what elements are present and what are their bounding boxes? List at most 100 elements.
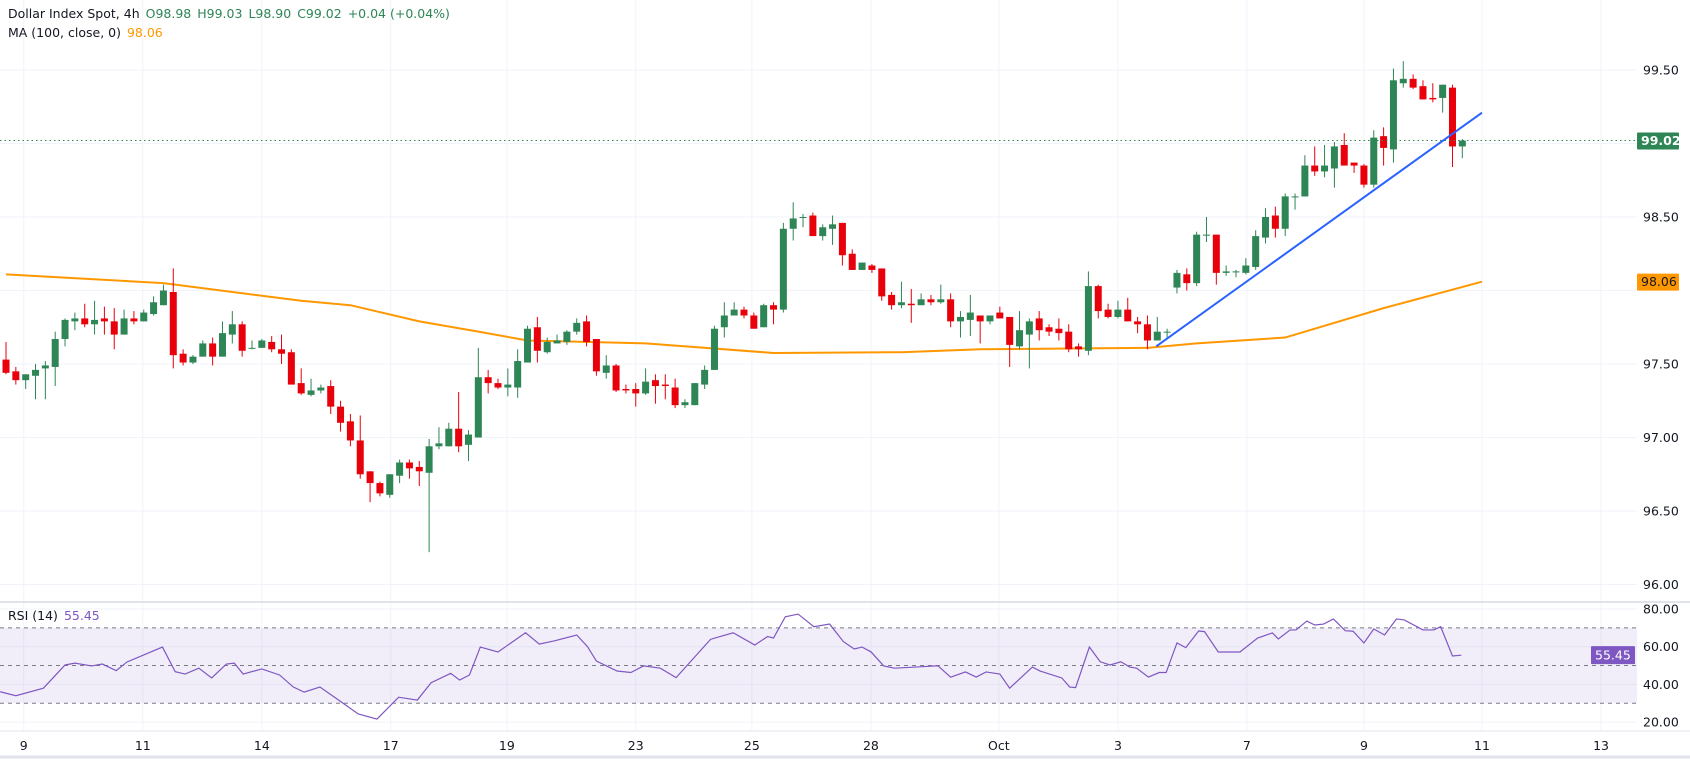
- candle: [1458, 139, 1466, 159]
- candle: [533, 316, 541, 363]
- candle-body: [1143, 324, 1151, 341]
- candle: [1202, 217, 1210, 242]
- date-tick-label: 9: [1360, 738, 1368, 753]
- candle: [1065, 324, 1073, 353]
- candle: [868, 264, 876, 273]
- candle: [100, 306, 108, 335]
- candle-body: [514, 361, 522, 388]
- ohlc-close: C99.02: [297, 6, 342, 21]
- candle-body: [140, 312, 148, 322]
- date-tick-label: 3: [1114, 738, 1122, 753]
- candle-body: [218, 333, 226, 357]
- candle: [1330, 142, 1338, 188]
- candle: [435, 427, 443, 450]
- candle-body: [405, 462, 413, 469]
- candle-body: [238, 324, 246, 351]
- candle-body: [1301, 165, 1309, 197]
- last-price-badge: [1637, 132, 1679, 150]
- date-tick-label: 11: [1474, 738, 1490, 753]
- candle: [386, 474, 394, 498]
- candle: [317, 384, 325, 394]
- candle: [1035, 311, 1043, 341]
- candle-body: [376, 483, 384, 494]
- candle: [140, 309, 148, 322]
- candle: [1271, 206, 1279, 238]
- candle-body: [71, 318, 79, 322]
- candle-body: [642, 381, 650, 394]
- candle: [218, 321, 226, 357]
- candle-body: [1321, 165, 1329, 172]
- candle-body: [366, 471, 374, 484]
- candle-body: [750, 315, 758, 329]
- candle-body: [819, 227, 827, 237]
- candle-body: [41, 365, 49, 369]
- candle: [445, 422, 453, 447]
- candle: [1281, 193, 1289, 237]
- date-tick-label: 9: [20, 738, 28, 753]
- ohlc-high: H99.03: [197, 6, 243, 21]
- last-price-label: 99.02: [1641, 133, 1681, 148]
- candle: [268, 336, 276, 353]
- candle-body: [602, 365, 610, 373]
- candle: [809, 212, 817, 237]
- candle: [1448, 84, 1456, 168]
- candle-body: [1242, 265, 1250, 273]
- candle-body: [130, 318, 138, 322]
- candle-body: [287, 352, 295, 385]
- candle-body: [327, 386, 335, 407]
- candle: [1340, 133, 1348, 166]
- candle: [1055, 318, 1063, 341]
- rsi-tick-label: 40.00: [1643, 677, 1679, 692]
- candle-body: [730, 309, 738, 316]
- ma-value: 98.06: [126, 25, 163, 40]
- candle-body: [396, 462, 404, 476]
- candle-body: [533, 327, 541, 351]
- candle-body: [701, 369, 709, 385]
- candle-body: [1193, 234, 1201, 284]
- candle: [602, 355, 610, 379]
- candle-body: [346, 421, 354, 441]
- candle-body: [878, 268, 886, 297]
- candle: [356, 415, 364, 479]
- candle: [573, 318, 581, 335]
- candle-body: [770, 305, 778, 310]
- price-tick-label: 97.50: [1643, 357, 1679, 372]
- rsi-tick-label: 20.00: [1643, 715, 1679, 730]
- candle-body: [583, 321, 591, 342]
- candle: [376, 481, 384, 497]
- candle-body: [661, 384, 669, 387]
- candle: [789, 202, 797, 241]
- candle: [1419, 80, 1427, 100]
- candle: [366, 471, 374, 503]
- candle: [1252, 230, 1260, 270]
- rsi-legend[interactable]: RSI (14) 55.45: [8, 608, 106, 623]
- candle-body: [61, 319, 69, 340]
- candle-body: [1016, 330, 1024, 347]
- candle: [1321, 144, 1329, 178]
- candle-body: [1429, 97, 1437, 100]
- candle-body: [1419, 86, 1427, 100]
- candle-body: [1212, 234, 1220, 273]
- candle-body: [268, 341, 276, 350]
- candle: [897, 281, 905, 309]
- candle-body: [897, 302, 905, 306]
- candle-body: [681, 402, 689, 406]
- candle: [1193, 231, 1201, 287]
- candle-body: [1291, 196, 1299, 198]
- candle-body: [553, 340, 561, 344]
- candle-body: [455, 428, 463, 447]
- candle: [701, 365, 709, 389]
- candle-body: [1222, 271, 1230, 273]
- candle: [32, 364, 40, 400]
- candle: [966, 294, 974, 337]
- candle-body: [386, 474, 394, 495]
- candle: [1350, 162, 1358, 173]
- ma-legend[interactable]: MA (100, close, 0) 98.06: [8, 25, 169, 40]
- candle: [415, 461, 423, 487]
- price-tick-label: 96.50: [1643, 504, 1679, 519]
- candle: [563, 330, 571, 345]
- candle: [553, 334, 561, 344]
- candle-body: [760, 305, 768, 328]
- candle-body: [1055, 328, 1063, 334]
